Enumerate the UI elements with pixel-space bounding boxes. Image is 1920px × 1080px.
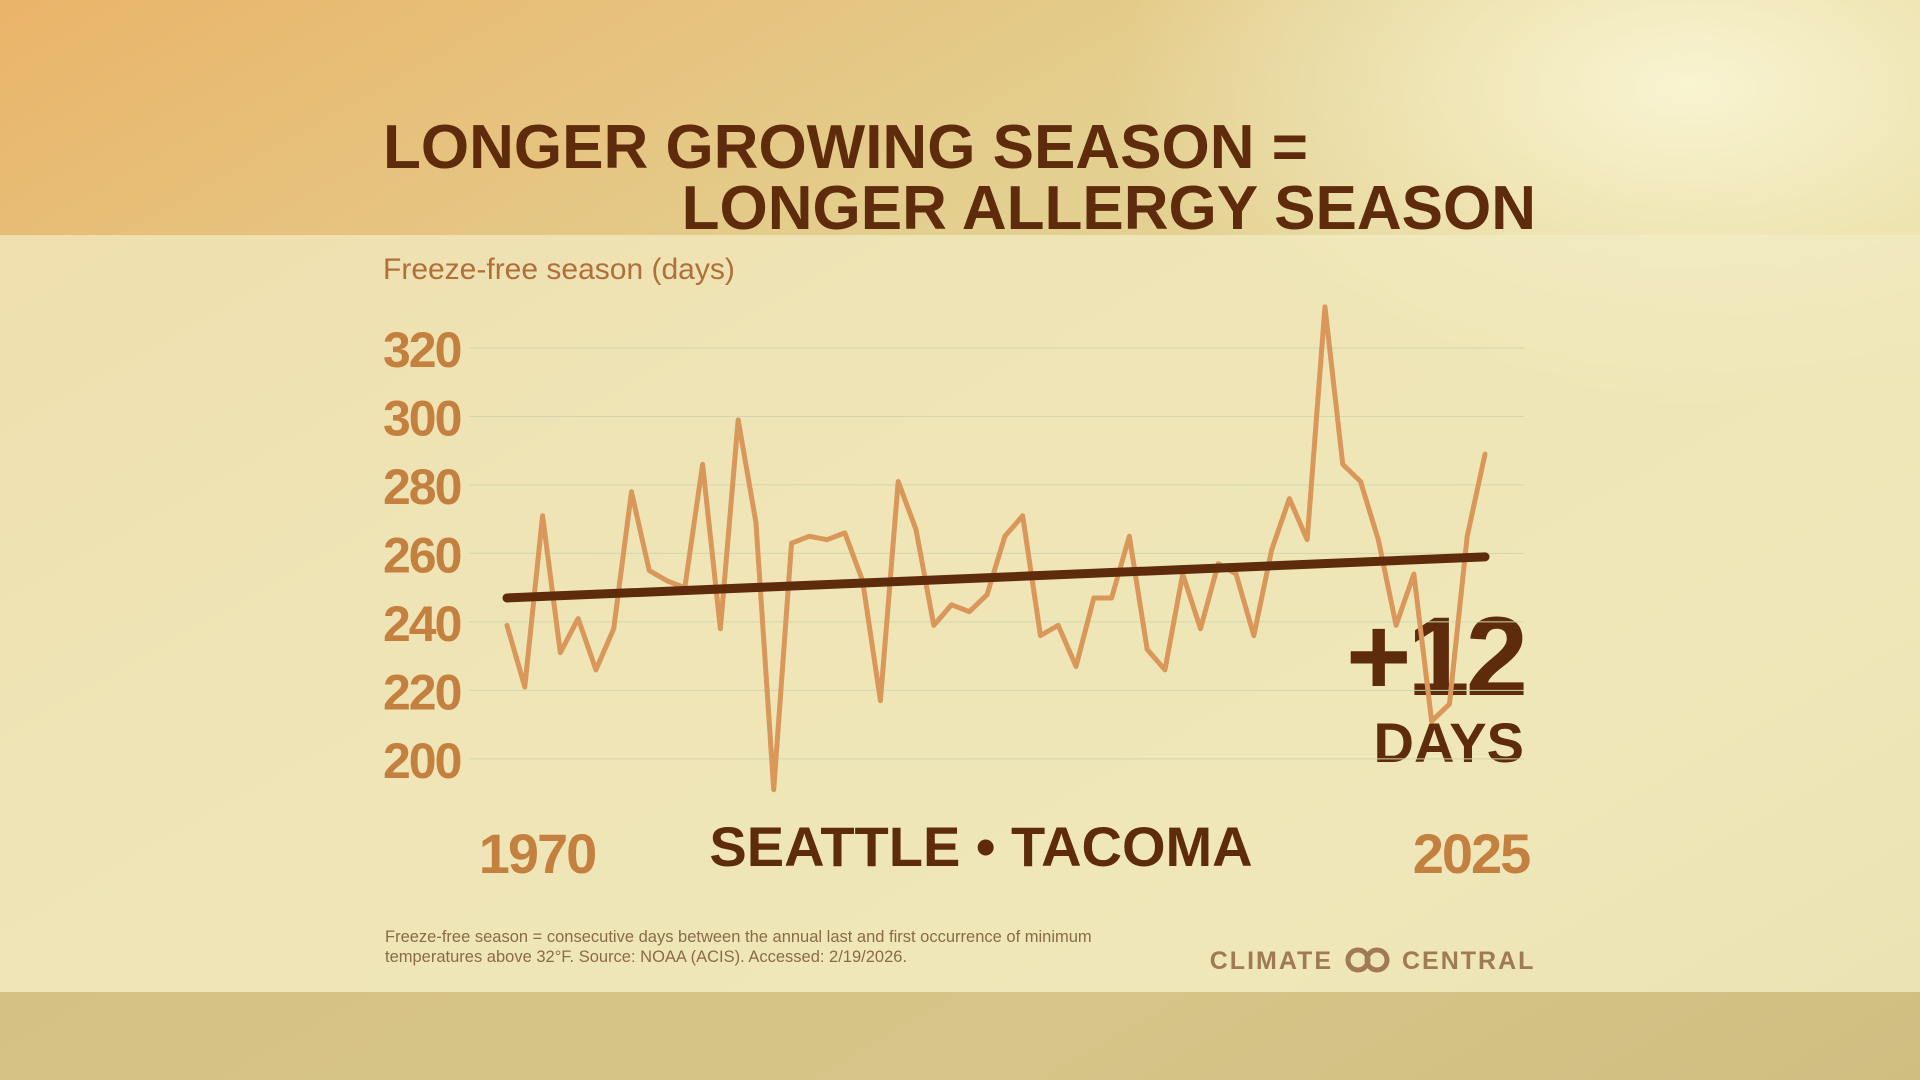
trend-line [502,552,1490,603]
location: SEATTLE • TACOMA [709,815,1252,878]
y-tick-label: 240 [383,596,461,652]
y-tick-label: 320 [383,322,461,378]
footnote: temperatures above 32°F. Source: NOAA (A… [385,948,907,966]
annotation-unit: DAYS [1374,711,1524,774]
y-tick-label: 300 [383,390,461,446]
brand: CLIMATE [1210,947,1333,975]
x-tick-label: 1970 [479,822,596,885]
panel [0,235,1920,992]
brand: CENTRAL [1402,947,1535,975]
footnote: Freeze-free season = consecutive days be… [385,928,1092,946]
data-line [504,304,1488,793]
logo-ring [1364,947,1390,973]
bottom-band [0,992,1920,1080]
chart-title: LONGER GROWING SEASON = [383,113,1308,182]
y-tick-label: 220 [383,664,461,720]
chart-title: LONGER ALLERGY SEASON [682,174,1536,243]
y-axis-label: Freeze-free season (days) [383,253,735,286]
y-tick-label: 280 [383,459,461,515]
y-tick-label: 200 [383,733,461,789]
y-tick-label: 260 [383,527,461,583]
annotation-value: +12 [1346,594,1524,719]
brand-logo [1345,947,1390,973]
x-tick-label: 2025 [1413,822,1530,885]
